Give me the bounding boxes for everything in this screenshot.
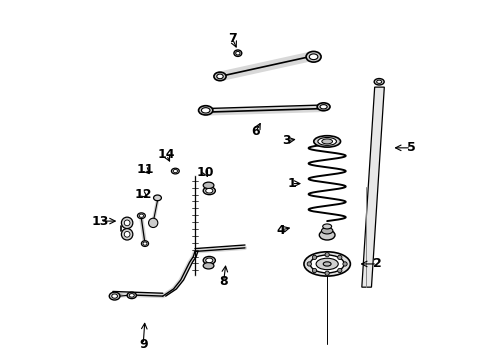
Ellipse shape [198, 106, 213, 115]
Ellipse shape [138, 213, 146, 219]
Ellipse shape [319, 230, 335, 240]
Circle shape [338, 255, 342, 260]
Ellipse shape [112, 294, 118, 298]
Ellipse shape [172, 168, 179, 174]
Ellipse shape [201, 108, 210, 113]
Text: 5: 5 [407, 141, 416, 154]
Ellipse shape [203, 262, 214, 269]
Text: 11: 11 [136, 163, 154, 176]
Ellipse shape [306, 51, 321, 62]
Ellipse shape [322, 139, 333, 144]
Text: 3: 3 [282, 134, 291, 147]
Ellipse shape [314, 136, 341, 147]
Ellipse shape [304, 252, 350, 276]
Circle shape [148, 218, 158, 228]
Ellipse shape [206, 258, 213, 263]
Text: 7: 7 [228, 32, 237, 45]
Ellipse shape [323, 224, 332, 229]
Ellipse shape [129, 294, 134, 297]
Ellipse shape [317, 103, 330, 111]
Ellipse shape [236, 51, 240, 55]
Ellipse shape [206, 188, 213, 193]
Circle shape [124, 231, 130, 237]
Circle shape [325, 252, 329, 257]
Ellipse shape [139, 214, 144, 217]
Polygon shape [362, 87, 384, 287]
Ellipse shape [203, 187, 215, 195]
Ellipse shape [203, 256, 215, 264]
Circle shape [307, 262, 312, 266]
Circle shape [343, 262, 347, 266]
Text: 10: 10 [197, 166, 215, 179]
Text: 1: 1 [287, 177, 296, 190]
Text: 14: 14 [158, 148, 175, 162]
Ellipse shape [153, 195, 161, 201]
Circle shape [124, 220, 130, 226]
Ellipse shape [173, 170, 177, 173]
Ellipse shape [374, 78, 384, 85]
Ellipse shape [316, 258, 338, 270]
Text: 6: 6 [251, 125, 260, 138]
Ellipse shape [109, 292, 120, 300]
Text: 8: 8 [219, 275, 228, 288]
Ellipse shape [142, 241, 148, 247]
Ellipse shape [323, 262, 331, 266]
Circle shape [313, 255, 317, 260]
Ellipse shape [143, 242, 147, 245]
Circle shape [338, 268, 342, 273]
Ellipse shape [214, 72, 226, 81]
Circle shape [122, 217, 133, 229]
Text: 13: 13 [92, 215, 109, 228]
Text: 4: 4 [276, 224, 285, 237]
Ellipse shape [321, 228, 333, 234]
Ellipse shape [203, 182, 214, 189]
Circle shape [325, 271, 329, 275]
Text: 12: 12 [134, 188, 152, 201]
Ellipse shape [377, 80, 382, 84]
Ellipse shape [320, 105, 327, 109]
Text: 9: 9 [139, 338, 147, 351]
Ellipse shape [309, 54, 318, 60]
Ellipse shape [127, 292, 136, 298]
Ellipse shape [234, 50, 242, 57]
Ellipse shape [217, 74, 223, 79]
Circle shape [313, 268, 317, 273]
Text: 2: 2 [373, 257, 382, 270]
Ellipse shape [318, 138, 337, 145]
Circle shape [122, 229, 133, 240]
Ellipse shape [310, 255, 344, 273]
